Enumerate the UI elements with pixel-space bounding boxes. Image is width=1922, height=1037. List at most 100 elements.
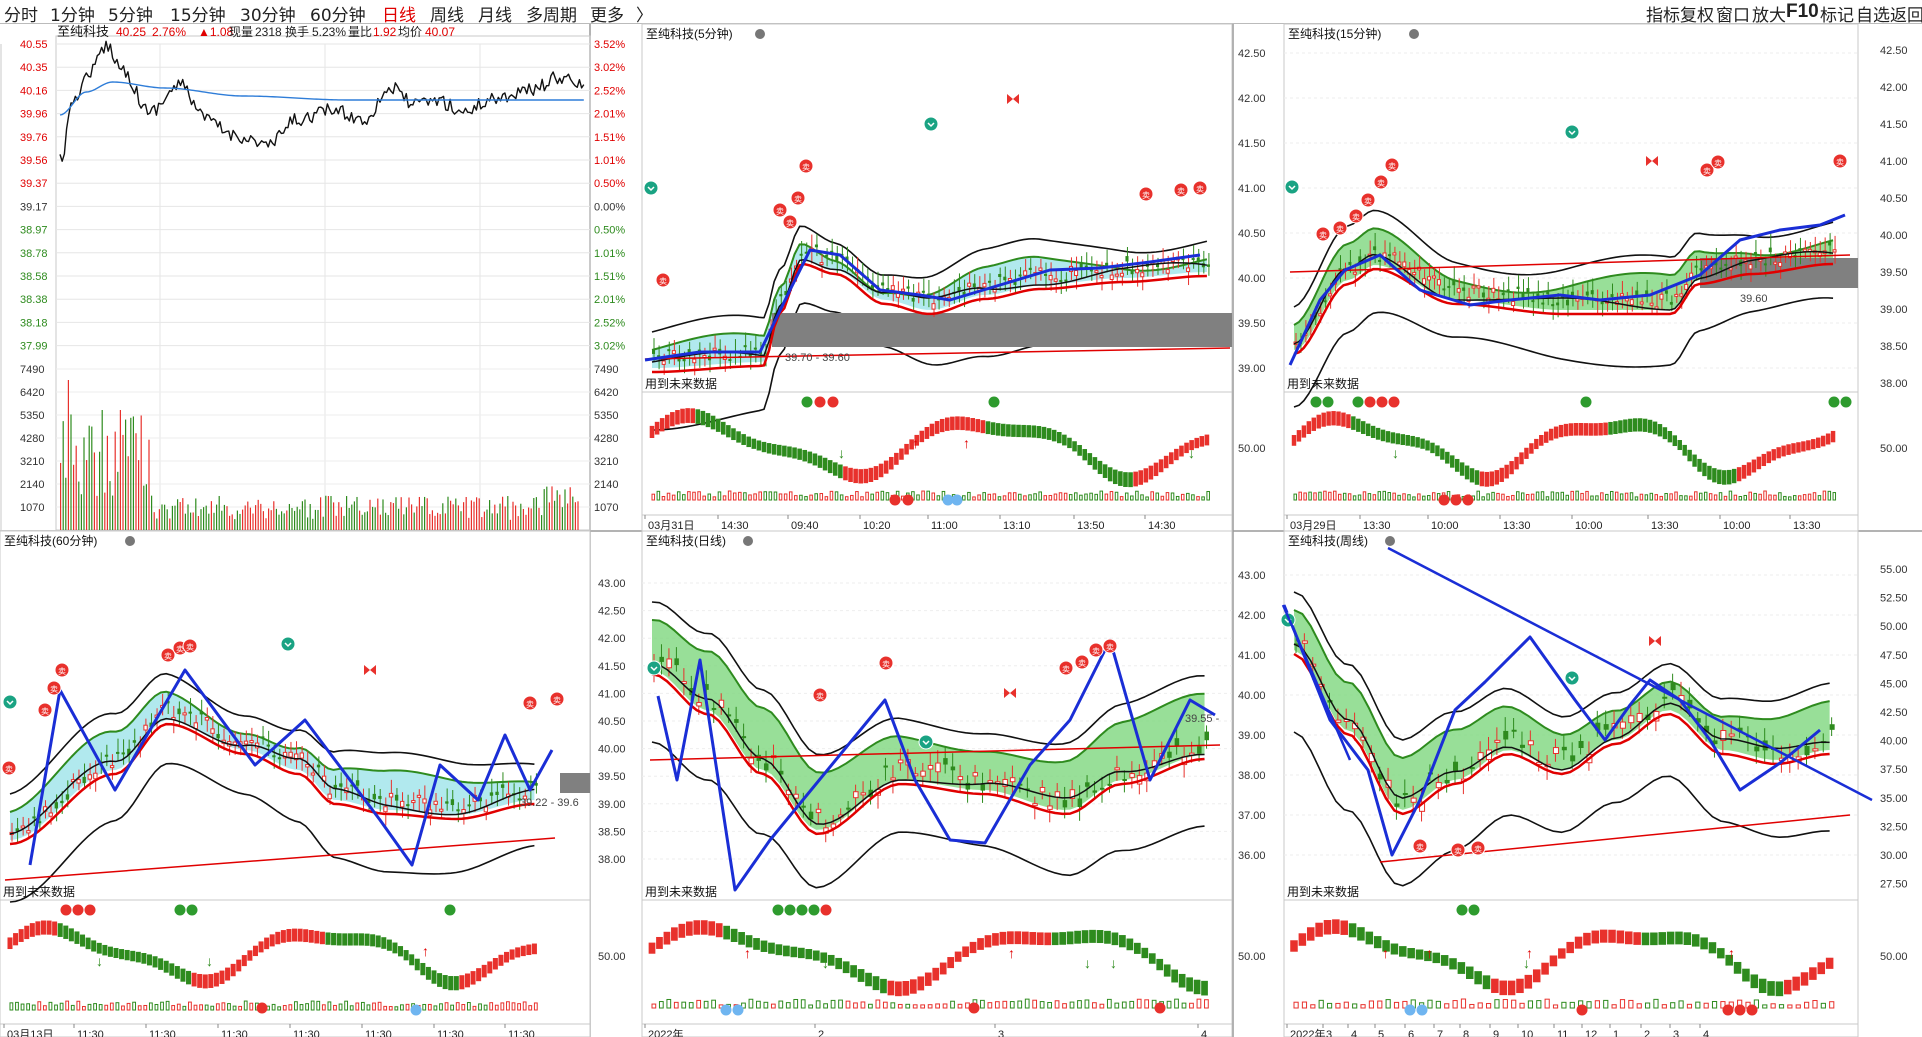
adjust-button[interactable]: 复权 xyxy=(1680,6,1714,26)
x-tick: 2022年 xyxy=(1290,1027,1325,1037)
candle-down xyxy=(883,765,888,768)
y-tick: 38.00 xyxy=(598,854,626,866)
chevron-down-icon[interactable] xyxy=(743,536,753,546)
future-data-note: 用到未来数据 xyxy=(3,884,75,899)
f10-button[interactable]: F10 xyxy=(1786,1,1819,22)
candle-down xyxy=(886,288,890,291)
sell-signal-icon xyxy=(1348,208,1364,224)
indicator-histogram xyxy=(778,493,783,501)
indicator-histogram xyxy=(1150,491,1154,501)
tab-monthly[interactable]: 月线 xyxy=(478,6,512,26)
y-tick: 42.50 xyxy=(1238,48,1266,60)
ratio-value: 1.92 xyxy=(373,25,397,39)
volume-bar xyxy=(119,410,121,530)
label: 均价 xyxy=(398,25,422,39)
candle-up xyxy=(294,753,299,761)
chevron-down-icon[interactable] xyxy=(755,29,765,39)
candle-up xyxy=(1114,273,1119,277)
tab-30min[interactable]: 30分钟 xyxy=(240,6,296,26)
x-tick: 03月31日 xyxy=(648,520,694,532)
watchlist-button[interactable]: 自选 xyxy=(1856,6,1890,26)
x-tick: 11:30 xyxy=(365,1029,392,1037)
x-tick: 13:30 xyxy=(1503,520,1531,532)
candle-up xyxy=(1728,733,1735,737)
x-tick: 11:30 xyxy=(77,1029,104,1037)
tab-15min[interactable]: 15分钟 xyxy=(170,6,226,26)
indicator-histogram xyxy=(1653,998,1659,1009)
indicator-histogram xyxy=(666,492,671,501)
price-tick: 38.38 xyxy=(20,294,48,306)
sell-signal-icon xyxy=(1710,154,1726,170)
chevron-down-icon xyxy=(922,740,930,746)
tab-5min[interactable]: 5分钟 xyxy=(108,6,153,26)
volume-bar xyxy=(218,495,220,530)
tab-weekly[interactable]: 周线 xyxy=(430,6,464,26)
chevron-down-icon[interactable] xyxy=(1385,536,1395,546)
indicator-histogram xyxy=(1114,491,1119,501)
indicator-histogram xyxy=(1033,493,1037,501)
tab-multi-period[interactable]: 多周期 xyxy=(526,6,577,26)
indicator-histogram xyxy=(1561,1001,1567,1009)
candle-up xyxy=(1511,300,1516,307)
indicator-histogram xyxy=(738,491,742,501)
y-tick-right: 38.50 xyxy=(1880,341,1908,353)
back-button[interactable]: 返回 xyxy=(1890,6,1922,26)
volume-bar xyxy=(400,497,402,530)
indicator-histogram xyxy=(338,1003,343,1011)
chevron-down-icon[interactable] xyxy=(125,536,135,546)
sell-signal-icon xyxy=(1699,162,1715,178)
indicator-histogram xyxy=(1402,493,1406,501)
volume-bar xyxy=(221,510,223,530)
indicator-histogram xyxy=(1778,1004,1785,1009)
indicator-histogram xyxy=(688,1002,694,1009)
volume-bar xyxy=(182,498,184,530)
candle-down xyxy=(804,251,808,254)
indicator-histogram xyxy=(824,496,829,501)
indicator-histogram xyxy=(154,1004,159,1011)
volume-bar xyxy=(231,514,233,530)
zoom-button[interactable]: 放大 xyxy=(1752,6,1786,26)
indicator-histogram xyxy=(1335,1002,1341,1009)
candle-up xyxy=(1129,773,1135,778)
indicator-histogram xyxy=(748,494,752,501)
indicator-histogram xyxy=(865,491,869,501)
indicator-histogram xyxy=(661,496,666,501)
indicator-button[interactable]: 指标 xyxy=(1646,6,1680,26)
volume-bar xyxy=(125,419,127,530)
signal-dot-icon xyxy=(1376,396,1388,408)
tab-60min[interactable]: 60分钟 xyxy=(310,6,366,26)
volume-bar xyxy=(572,496,574,530)
candle-down xyxy=(734,719,739,723)
chevron-down-icon[interactable] xyxy=(1409,29,1419,39)
candle-down xyxy=(1481,292,1485,298)
indicator-histogram xyxy=(1160,495,1165,501)
tab-more[interactable]: 更多 xyxy=(590,6,624,26)
arrow-down-icon: ↓ xyxy=(838,445,845,461)
pct-tick: 1.01% xyxy=(594,155,625,167)
indicator-histogram xyxy=(794,495,798,501)
candle-down xyxy=(825,254,829,257)
mark-button[interactable]: 标记 xyxy=(1820,6,1854,26)
volume-bar xyxy=(351,504,353,530)
tab-1min[interactable]: 1分钟 xyxy=(50,6,95,26)
candle-down xyxy=(1447,285,1451,288)
indicator-histogram xyxy=(1822,490,1827,501)
tab-intraday[interactable]: 分时 xyxy=(4,6,38,26)
sell-signal-label: 卖 xyxy=(1078,659,1086,668)
sell-signal-label: 卖 xyxy=(186,643,194,652)
more-arrow-icon[interactable]: 〉 xyxy=(636,6,653,26)
indicator-histogram xyxy=(778,1000,784,1009)
indicator-histogram xyxy=(1367,493,1372,501)
indicator-histogram xyxy=(372,1002,376,1011)
candle-down xyxy=(1829,724,1835,730)
candle-down xyxy=(406,804,410,807)
panel-weekly: 至纯科技(周线)43.0042.0041.0040.0039.0038.0037… xyxy=(1238,530,1908,1037)
volume-bar xyxy=(112,495,114,530)
x-tick: 9 xyxy=(1493,1029,1499,1037)
support-box xyxy=(772,313,1232,347)
indicator-histogram xyxy=(850,494,854,501)
window-button[interactable]: 窗口 xyxy=(1716,6,1750,26)
panel-title: 至纯科技(15分钟) xyxy=(1288,26,1381,41)
candle-down xyxy=(1595,722,1601,731)
tab-daily[interactable]: 日线 xyxy=(382,6,416,26)
